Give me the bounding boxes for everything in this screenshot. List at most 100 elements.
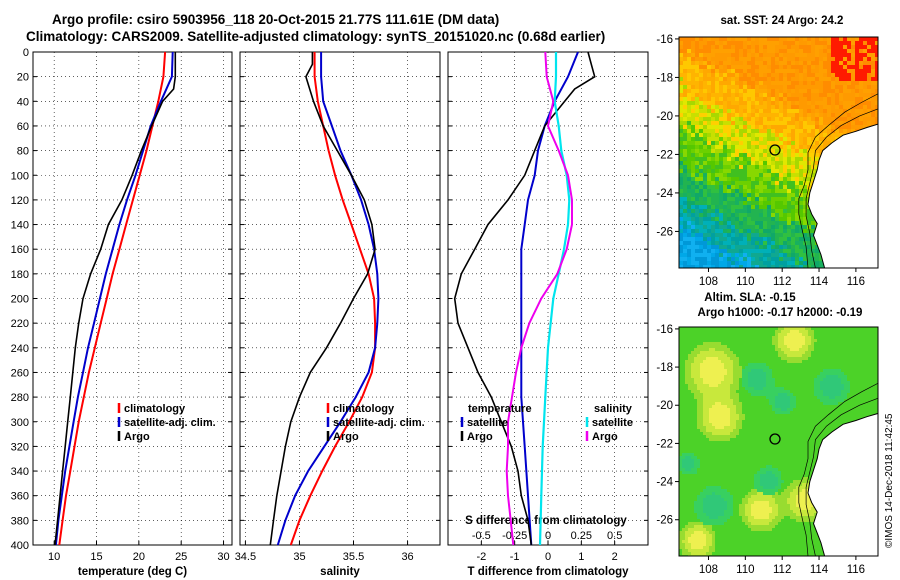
sst-cell: [771, 257, 776, 262]
sla-cell: [703, 384, 707, 388]
x-tick-label: 20: [133, 551, 145, 563]
sla-cell: [724, 369, 728, 373]
sla-cell: [757, 366, 761, 370]
sst-cell: [827, 81, 832, 86]
sst-cell: [727, 161, 732, 166]
sst-cell: [851, 113, 856, 118]
sst-cell: [707, 41, 712, 46]
sst-cell: [687, 173, 692, 178]
sla-cell: [778, 348, 782, 352]
sla-cell: [820, 354, 824, 358]
sla-cell: [808, 387, 812, 391]
sla-cell: [691, 327, 695, 331]
sla-cell: [772, 330, 776, 334]
sst-cell: [691, 221, 696, 226]
sst-cell: [703, 237, 708, 242]
sst-cell: [703, 197, 708, 202]
sst-cell: [751, 201, 756, 206]
sla-cell: [811, 369, 815, 373]
sla-cell: [688, 372, 692, 376]
sla-cell: [823, 384, 827, 388]
sla-cell: [847, 342, 851, 346]
sst-cell: [731, 225, 736, 230]
sst-cell: [835, 121, 840, 126]
sst-cell: [795, 41, 800, 46]
sst-cell: [747, 177, 752, 182]
sst-cell: [815, 113, 820, 118]
sst-cell: [719, 37, 724, 42]
sla-cell: [766, 390, 770, 394]
sst-cell: [803, 53, 808, 58]
sla-cell: [700, 369, 704, 373]
sst-cell: [707, 105, 712, 110]
sst-cell: [827, 93, 832, 98]
sla-cell: [751, 333, 755, 337]
sla-cell: [868, 360, 872, 364]
sla-cell: [847, 327, 851, 331]
sla-cell: [733, 339, 737, 343]
sla-cell: [760, 336, 764, 340]
sst-cell: [731, 165, 736, 170]
sst-cell: [743, 109, 748, 114]
sla-cell: [784, 399, 788, 403]
y-tick-label: 40: [17, 96, 29, 108]
sst-cell: [779, 157, 784, 162]
sst-cell: [703, 57, 708, 62]
sst-cell: [799, 265, 804, 268]
sla-cell: [844, 330, 848, 334]
sst-cell: [779, 261, 784, 266]
sst-cell: [683, 109, 688, 114]
sst-cell: [815, 73, 820, 78]
sla-cell: [829, 342, 833, 346]
sla-cell: [838, 366, 842, 370]
sst-cell: [747, 57, 752, 62]
sla-cell: [679, 399, 683, 403]
sst-cell: [751, 129, 756, 134]
sst-cell: [791, 197, 796, 202]
sst-cell: [831, 121, 836, 126]
sla-cell: [790, 381, 794, 385]
sst-cell: [723, 217, 728, 222]
y-tick-label: 360: [11, 491, 29, 503]
sst-cell: [775, 161, 780, 166]
sla-cell: [703, 327, 707, 331]
sla-cell: [820, 339, 824, 343]
sst-cell: [731, 149, 736, 154]
sla-cell: [796, 363, 800, 367]
sla-cell: [733, 366, 737, 370]
sla-cell: [682, 372, 686, 376]
sst-cell: [791, 237, 796, 242]
sst-cell: [751, 77, 756, 82]
sla-cell: [700, 342, 704, 346]
sla-cell: [685, 402, 689, 406]
sla-cell: [847, 378, 851, 382]
sst-cell: [747, 249, 752, 254]
sst-cell: [759, 53, 764, 58]
sst-cell: [799, 217, 804, 222]
sst-cell: [767, 201, 772, 206]
sst-cell: [731, 61, 736, 66]
sst-cell: [811, 109, 816, 114]
sla-cell: [757, 390, 761, 394]
y-tick-label: 240: [11, 343, 29, 355]
sst-cell: [695, 197, 700, 202]
sla-cell: [694, 372, 698, 376]
sst-cell: [751, 85, 756, 90]
sst-cell: [683, 37, 688, 42]
sst-cell: [695, 261, 700, 266]
sla-cell: [778, 378, 782, 382]
sst-cell: [703, 205, 708, 210]
sst-cell: [703, 253, 708, 258]
sla-cell: [805, 375, 809, 379]
sst-cell: [803, 117, 808, 122]
sla-cell: [844, 378, 848, 382]
sla-cell: [745, 327, 749, 331]
sst-cell: [727, 77, 732, 82]
sst-cell: [735, 221, 740, 226]
sla-cell: [736, 360, 740, 364]
sst-cell: [803, 109, 808, 114]
sst-x-tick-label: 108: [699, 276, 718, 288]
sla-cell: [727, 393, 731, 397]
sst-cell: [859, 77, 864, 82]
sst-cell: [723, 241, 728, 246]
